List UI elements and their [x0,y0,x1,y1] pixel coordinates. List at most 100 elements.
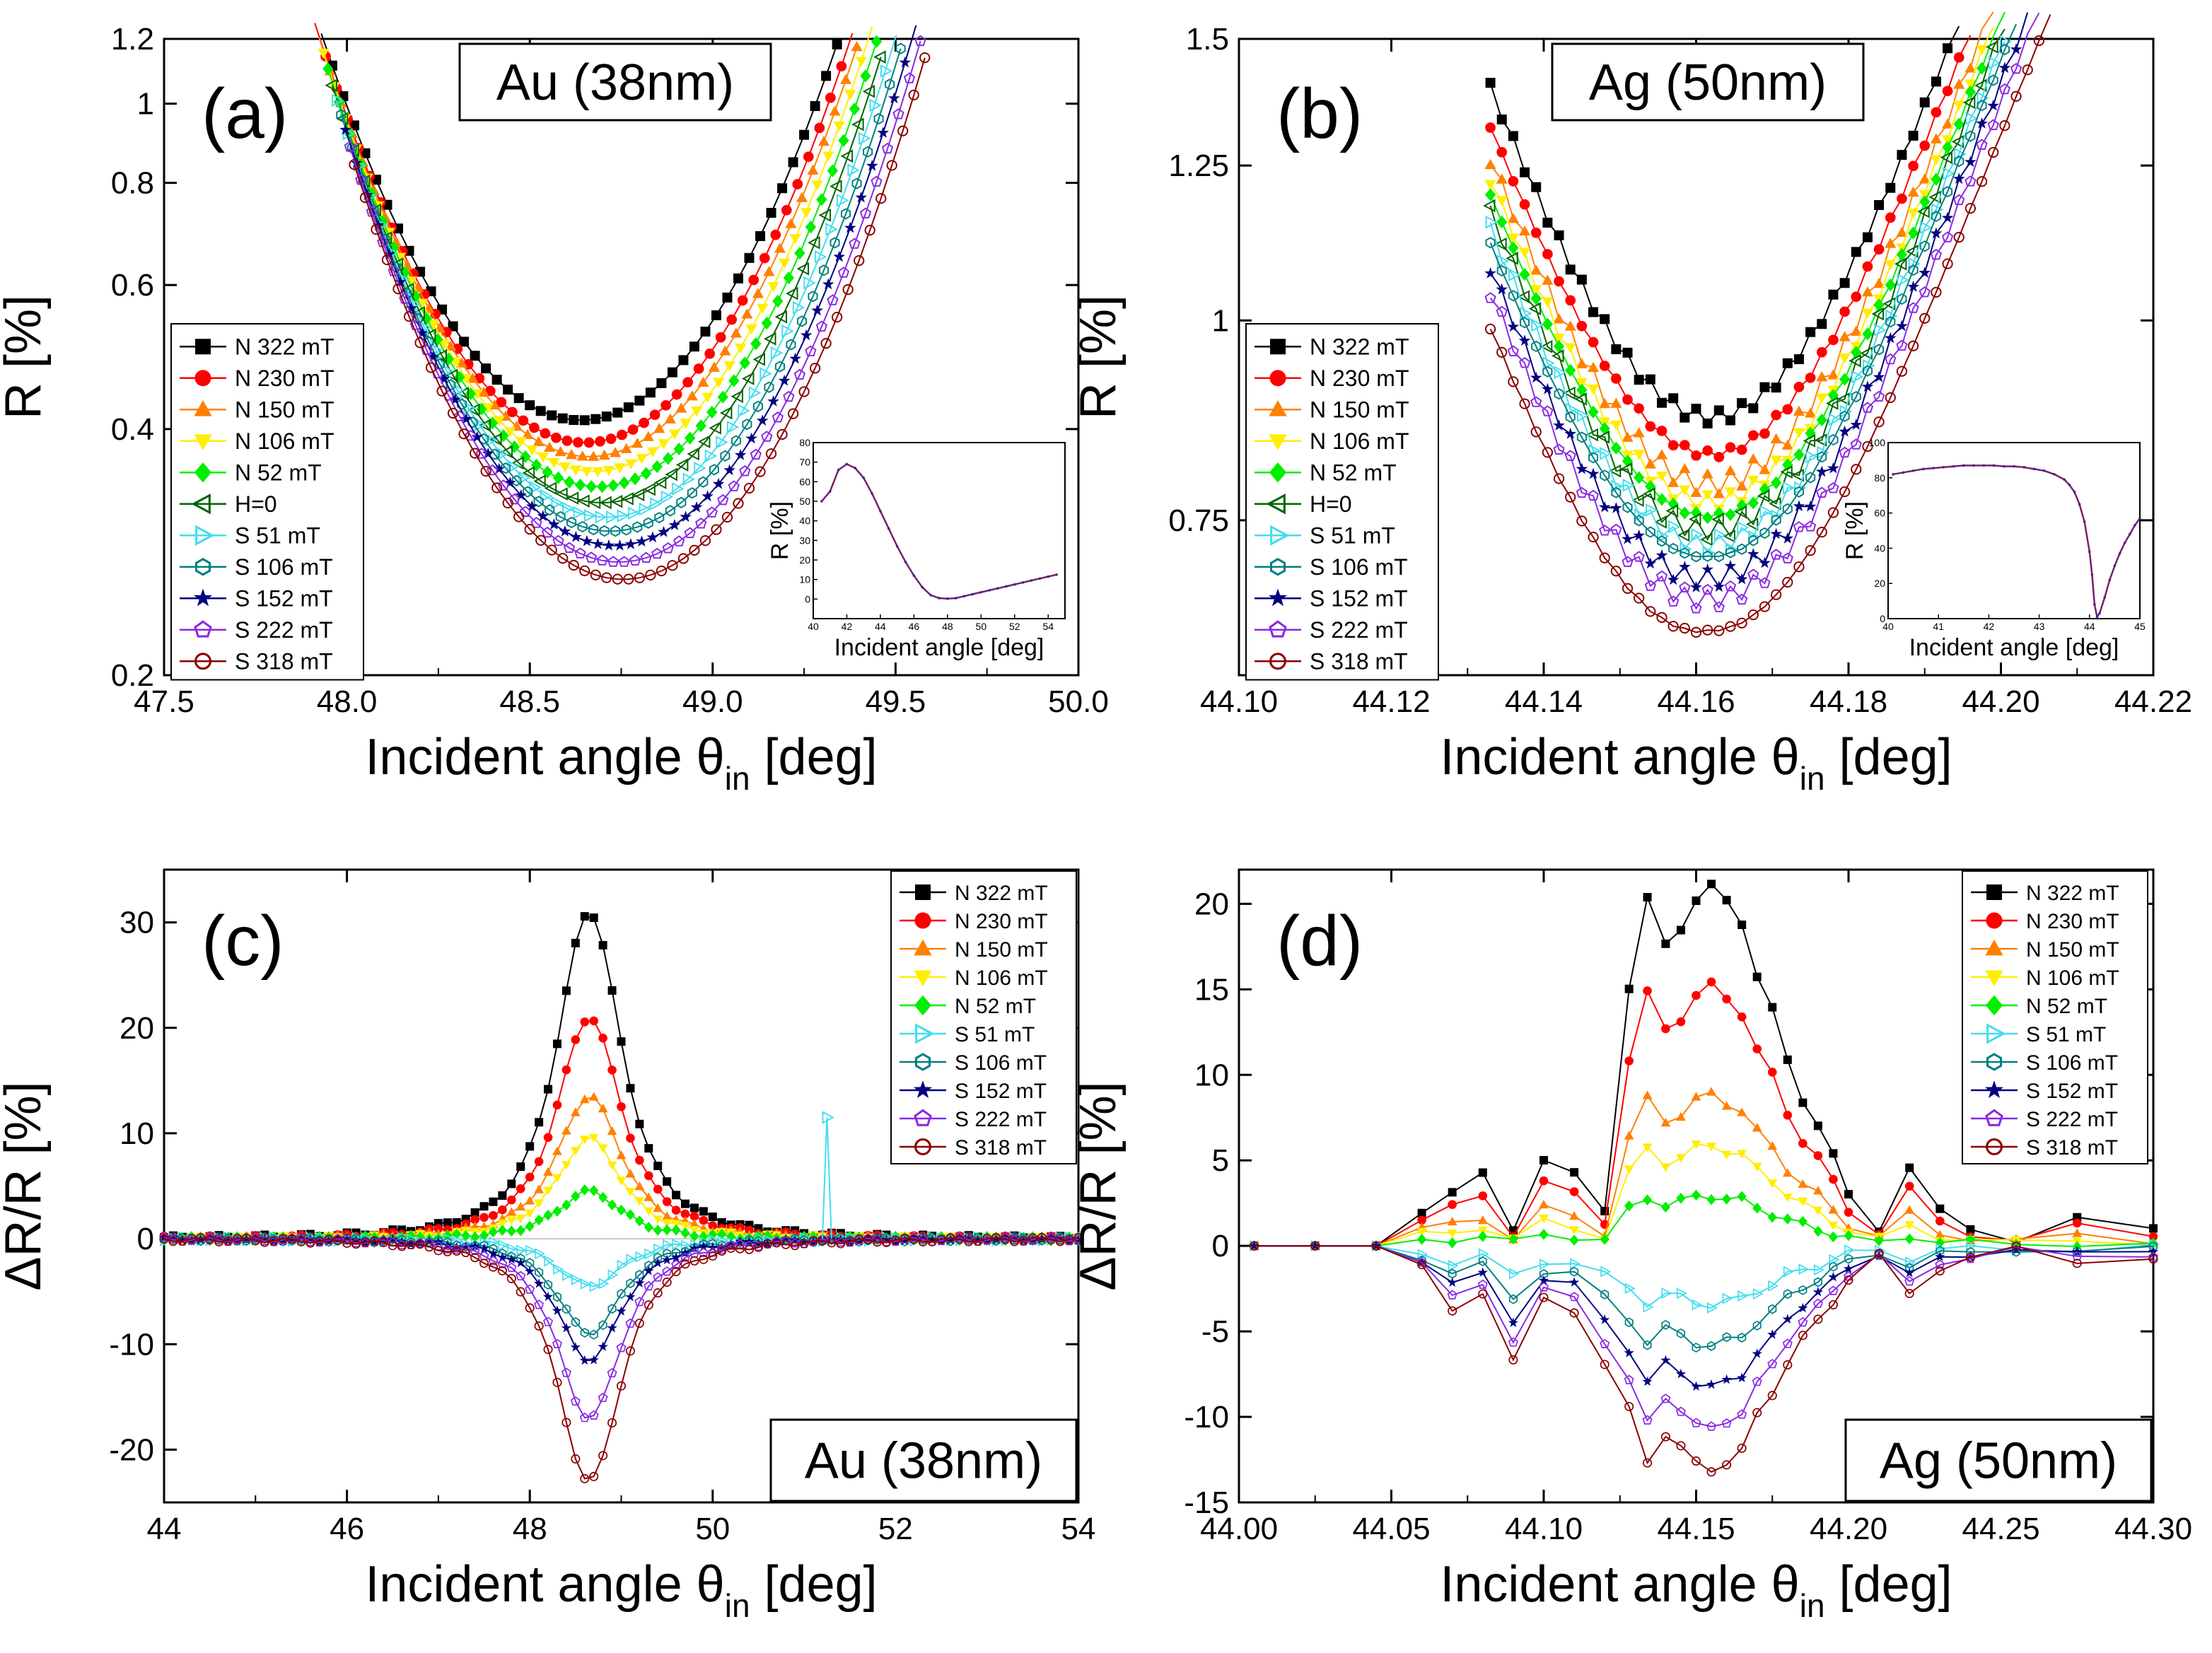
legend-marker [1269,434,1287,450]
data-point [381,254,393,266]
data-point [1759,428,1770,439]
data-point [1676,925,1685,935]
data-point [2072,1218,2082,1228]
data-point [1942,86,1953,97]
data-point [646,447,659,457]
data-point [459,337,470,347]
data-point [1691,404,1701,414]
data-point [678,355,689,366]
data-point [625,1169,636,1178]
data-point [689,1211,699,1221]
data-point [689,1203,699,1213]
data-point [733,273,744,284]
y-tick-label: 1.25 [1168,148,1229,183]
data-point [1624,1401,1634,1411]
data-point [1782,404,1793,415]
data-point [598,1034,607,1043]
data-point [1690,602,1702,614]
data-point [1759,505,1772,519]
data-point [579,1094,590,1104]
data-point [1530,426,1542,438]
data-point [651,547,663,559]
data-point [371,223,382,235]
data-point [973,1236,983,1246]
data-point [1783,1266,1794,1278]
data-point [1701,490,1713,501]
data-point [1851,291,1862,303]
data-point [1055,1237,1065,1246]
data-point [601,411,612,422]
data-point [1829,1254,1840,1266]
data-point [644,1192,654,1201]
data-point [497,1258,508,1268]
inset-point [1013,583,1016,586]
inset-point [1055,573,1058,576]
inset-y-tick-label: 70 [799,457,810,468]
data-point [1737,398,1747,409]
data-point [552,1338,562,1348]
data-point [1576,515,1588,527]
data-point [1976,62,1988,75]
data-point [598,449,610,460]
x-tick-label: 44.14 [1505,684,1583,719]
data-point [1724,487,1737,498]
data-point [1539,1214,1549,1224]
data-point [513,393,524,404]
data-point [1827,369,1839,380]
data-point [525,1303,535,1313]
data-point [634,1278,645,1288]
data-point [507,1243,518,1255]
x-tick-label: 50.0 [1048,684,1109,719]
data-point [1998,62,2011,74]
data-point [787,408,799,419]
data-point [699,1254,709,1264]
data-point [552,1039,561,1049]
data-point [699,1231,709,1242]
data-point [1576,486,1588,498]
data-point [1645,374,1655,385]
y-tick-label: -5 [1201,1314,1229,1349]
data-point [881,1234,892,1244]
data-point [818,209,832,222]
inset-x-tick-label: 44 [875,621,886,632]
series-line [1254,882,2154,1247]
data-point [433,1246,443,1256]
data-point [745,324,757,335]
series-7 [1249,1240,2159,1391]
data-point [1448,1260,1459,1272]
data-point [1964,202,1977,214]
data-point [1988,74,1998,86]
data-point [232,1234,242,1244]
data-point [680,510,692,522]
data-point [1943,185,1953,198]
data-point [873,1237,883,1247]
data-point [1943,166,1955,180]
data-point [1875,1244,1886,1256]
data-point [489,1197,498,1206]
data-point [496,397,507,408]
legend-marker [914,1109,932,1126]
series-7 [1485,23,2018,563]
data-point [1839,306,1850,317]
legend-label: N 322 mT [2026,882,2119,905]
data-point [1485,78,1496,88]
data-point [503,477,516,489]
data-point [808,291,818,303]
data-point [814,122,825,134]
legend-marker [194,434,212,450]
data-point [1965,1252,1975,1262]
data-point [506,1273,516,1283]
data-point [1622,347,1633,358]
data-point [1966,1225,1975,1234]
panel-letter: (b) [1276,74,1363,153]
inset-point [1038,577,1042,580]
data-point [1942,118,1954,129]
data-point [625,1209,636,1220]
data-point [1919,97,1930,107]
data-point [991,1232,1001,1242]
data-point [1642,1376,1653,1386]
data-point [568,559,579,571]
data-point [580,1278,591,1290]
data-point [1661,1287,1672,1299]
data-point [1904,1233,1914,1245]
